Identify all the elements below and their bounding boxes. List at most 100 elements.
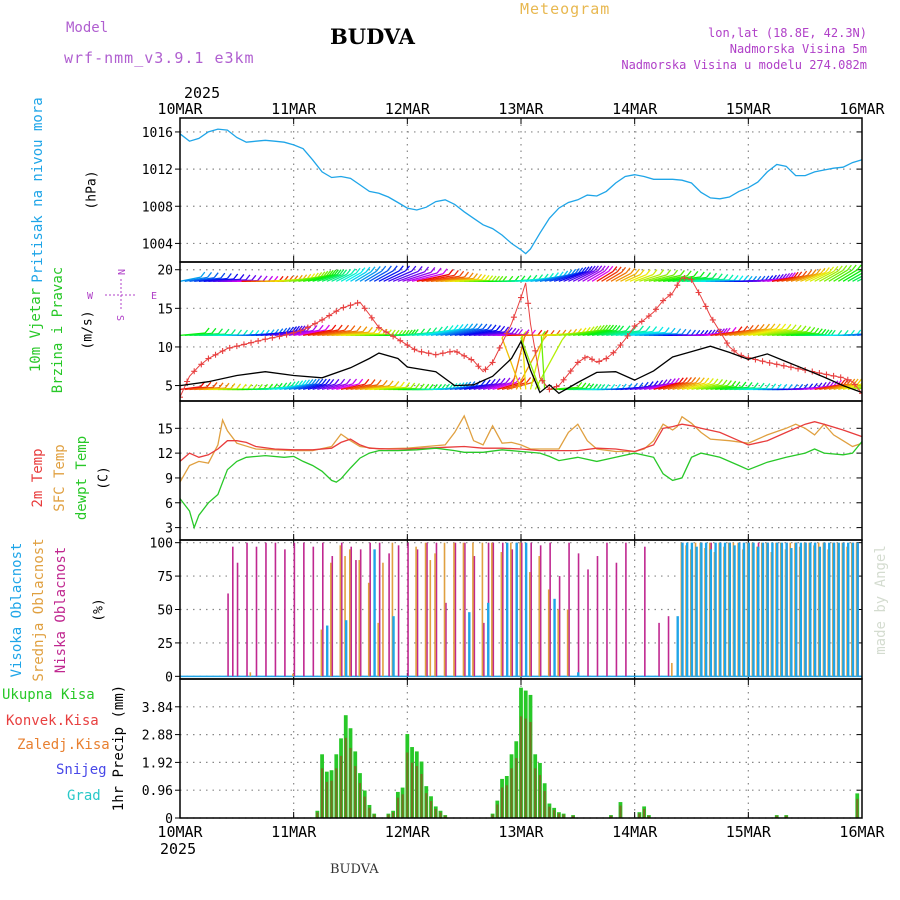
wind-barb bbox=[610, 272, 627, 282]
wind-barb bbox=[691, 383, 715, 391]
y-tick-label: 15 bbox=[157, 422, 173, 437]
wind-barb-flag bbox=[691, 377, 697, 383]
precip-convective-bar bbox=[387, 814, 390, 818]
cloud-bar bbox=[232, 546, 234, 677]
cloud-bar bbox=[330, 562, 332, 677]
wind-barb bbox=[482, 382, 507, 391]
wind-barb bbox=[733, 328, 766, 336]
cloud-bar bbox=[382, 562, 384, 677]
cloud-bar bbox=[690, 542, 694, 677]
wind-barb bbox=[809, 271, 830, 282]
wind-barb-flag bbox=[432, 327, 438, 334]
wind-barb-flag bbox=[328, 269, 334, 276]
wind-barb-flag bbox=[504, 326, 510, 333]
precip-convective-bar bbox=[571, 815, 575, 818]
wind-barb-flag bbox=[442, 268, 448, 275]
wind-barb bbox=[184, 276, 208, 282]
wind-barb-flag bbox=[217, 328, 223, 335]
wind-barb-flag bbox=[747, 382, 753, 388]
wind-barb-flag bbox=[495, 325, 501, 331]
wind-barb-flag bbox=[879, 265, 883, 270]
precip-convective-bar bbox=[534, 768, 537, 818]
wind-barb bbox=[307, 274, 333, 282]
wind-barb-flag bbox=[211, 327, 217, 334]
wind-barb-flag bbox=[764, 323, 770, 330]
wind-barb bbox=[629, 274, 647, 282]
wind-barb-flag bbox=[775, 323, 781, 330]
cloud-bar bbox=[828, 542, 831, 677]
wind-barb-flag bbox=[505, 377, 511, 384]
wind-barb-flag bbox=[399, 381, 405, 388]
y-tick-label: 1016 bbox=[142, 126, 173, 141]
cloud-bar bbox=[837, 542, 840, 677]
cloud-bar bbox=[331, 556, 334, 677]
wind-barb-flag bbox=[728, 274, 734, 281]
cloud-bar bbox=[733, 545, 736, 677]
wind-barb bbox=[317, 274, 338, 282]
wind-barb bbox=[667, 381, 692, 391]
cloud-bar bbox=[681, 542, 684, 677]
wind-barb bbox=[861, 334, 862, 336]
wind-barb-flag bbox=[464, 271, 470, 278]
wind-barb-flag bbox=[639, 269, 645, 276]
wind-barb-flag bbox=[652, 269, 658, 276]
cloud-bar bbox=[851, 542, 855, 677]
wind-barb-flag bbox=[870, 379, 874, 384]
wind-barb-flag bbox=[686, 270, 692, 277]
y-tick-label: 9 bbox=[165, 472, 173, 487]
wind-barb-flag bbox=[725, 327, 731, 334]
cloud-bar bbox=[553, 598, 556, 677]
wind-barb-flag bbox=[491, 324, 497, 331]
wind-barb-flag bbox=[574, 268, 580, 274]
precip-unit: 1hr Precip (mm) bbox=[111, 685, 127, 811]
wind-barb-flag bbox=[846, 264, 852, 271]
cloud-bar bbox=[728, 542, 731, 677]
wind-barb bbox=[378, 270, 400, 282]
wind-barb-flag bbox=[373, 327, 379, 334]
wind-barb bbox=[738, 328, 771, 336]
wind-barb-flag bbox=[448, 269, 454, 275]
wind-barb-flag bbox=[753, 382, 759, 389]
pressure-axis-title: Pritisak na nivou mora bbox=[30, 97, 46, 282]
lonlat-label: lon,lat (18.8E, 42.3N) bbox=[708, 26, 867, 40]
wind-barb bbox=[312, 329, 345, 337]
wind-barb bbox=[700, 384, 724, 391]
wind-barb-flag bbox=[419, 383, 425, 390]
wind-barb-flag bbox=[666, 378, 672, 385]
wind-barb bbox=[658, 381, 684, 391]
precip-convective-bar bbox=[515, 758, 518, 818]
wind-barb bbox=[696, 383, 719, 391]
wind-barb-flag bbox=[239, 274, 245, 280]
wind-barb-flag bbox=[731, 326, 737, 333]
cloud-bar bbox=[615, 562, 618, 677]
wind-barb-flag bbox=[693, 270, 699, 277]
wind-barb-flag bbox=[589, 383, 595, 390]
cloud-bar bbox=[846, 542, 850, 677]
cloud-bar bbox=[676, 616, 679, 677]
precip-convective-bar bbox=[396, 797, 399, 818]
wind-barb bbox=[601, 271, 618, 282]
cloud-bar bbox=[424, 542, 427, 677]
precip-legend-item: Snijeg bbox=[56, 762, 107, 778]
wind-barb bbox=[748, 328, 782, 336]
cloud-bar bbox=[249, 672, 252, 677]
cloud-bar bbox=[842, 542, 845, 677]
wind-barb-flag bbox=[480, 274, 486, 281]
precip-convective-bar bbox=[363, 796, 366, 818]
wind-barb-flag bbox=[356, 325, 362, 332]
wind-barb-flag bbox=[206, 381, 212, 388]
wind-barb bbox=[648, 382, 676, 391]
wind-barb-flag bbox=[312, 325, 318, 331]
precip-convective-bar bbox=[524, 718, 527, 818]
wind-barb bbox=[591, 329, 617, 336]
wind-barb-flag bbox=[682, 377, 688, 383]
cloud-bar bbox=[321, 542, 324, 677]
wind-barb-flag bbox=[630, 268, 636, 274]
wind-barb-flag bbox=[365, 266, 371, 273]
wind-barb-flag bbox=[472, 323, 478, 330]
wind-barb bbox=[577, 329, 607, 336]
wind-barb-flag bbox=[713, 378, 719, 385]
wind-barb-flag bbox=[514, 328, 520, 335]
wind-barb-flag bbox=[207, 271, 213, 278]
wind-barb-flag bbox=[796, 324, 802, 331]
